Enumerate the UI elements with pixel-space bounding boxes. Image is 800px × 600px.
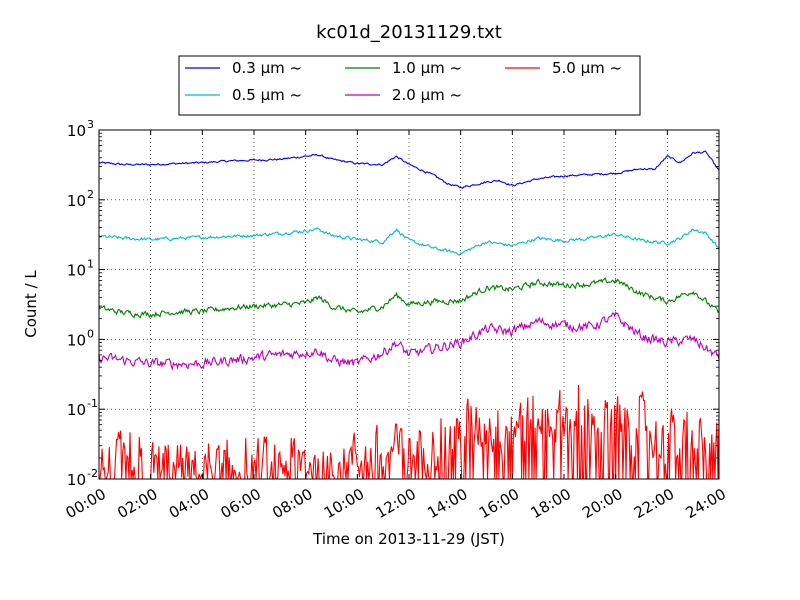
y-tick-exponent: 2	[87, 188, 94, 201]
legend-entry-label: 0.5 µm ~	[232, 86, 302, 104]
x-tick-label: 16:00	[476, 485, 522, 522]
y-tick-base: 10	[67, 471, 86, 489]
y-tick-base: 10	[67, 401, 86, 419]
chart-title: kc01d_20131129.txt	[316, 22, 502, 43]
x-axis-label: Time on 2013-11-29 (JST)	[312, 530, 505, 548]
y-tick-exponent: 1	[87, 258, 94, 271]
y-tick-exponent: -1	[87, 397, 98, 410]
x-tick-label: 24:00	[683, 485, 729, 522]
series-line-0	[99, 150, 719, 189]
x-tick-label: 20:00	[579, 485, 625, 522]
series-line-2	[99, 277, 719, 319]
legend-entry-label: 1.0 µm ~	[392, 59, 462, 77]
legend-entry-label: 0.3 µm ~	[232, 59, 302, 77]
y-tick-exponent: 3	[87, 118, 94, 131]
x-tick-label: 06:00	[218, 485, 264, 522]
x-tick-label: 08:00	[269, 485, 315, 522]
y-tick-label: 10	[67, 331, 86, 349]
y-tick-base: 10	[67, 262, 86, 280]
x-tick-label: 02:00	[114, 485, 160, 522]
series-line-4	[99, 384, 719, 479]
series-line-1	[99, 227, 719, 256]
x-tick-label: 18:00	[528, 485, 574, 522]
y-axis-label: Count / L	[22, 270, 40, 338]
y-tick-label: 10	[67, 262, 86, 280]
x-tick-label: 12:00	[373, 485, 419, 522]
grid	[99, 130, 719, 479]
y-tick-base: 10	[67, 331, 86, 349]
y-tick-exponent: -2	[87, 467, 98, 480]
y-tick-label: 10	[67, 122, 86, 140]
series-group	[99, 150, 719, 479]
x-tick-label: 10:00	[321, 485, 367, 522]
y-tick-label: 10	[67, 471, 86, 489]
legend-entry-label: 2.0 µm ~	[392, 86, 462, 104]
series-line-3	[99, 311, 719, 371]
legend-entry-label: 5.0 µm ~	[552, 59, 622, 77]
legend-box	[178, 55, 641, 116]
x-tick-label: 22:00	[631, 485, 677, 522]
y-tick-exponent: 0	[87, 327, 94, 340]
x-tick-label: 00:00	[63, 485, 109, 522]
x-tick-label: 04:00	[166, 485, 212, 522]
y-tick-base: 10	[67, 122, 86, 140]
x-tick-label: 14:00	[424, 485, 470, 522]
y-tick-label: 10	[67, 401, 86, 419]
y-tick-label: 10	[67, 192, 86, 210]
legend: 0.3 µm ~ 0.5 µm ~ 1.0 µm ~ 2.0 µm ~ 5.0 µm ~	[178, 55, 641, 116]
y-tick-base: 10	[67, 192, 86, 210]
